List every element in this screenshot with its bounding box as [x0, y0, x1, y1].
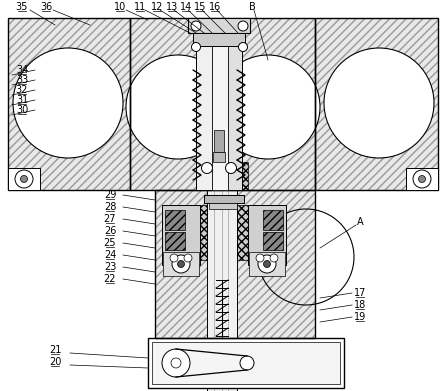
Circle shape [15, 170, 33, 188]
Text: 29: 29 [104, 190, 116, 200]
Circle shape [191, 21, 201, 31]
Bar [165, 232, 185, 250]
Circle shape [258, 255, 276, 273]
Text: 28: 28 [104, 202, 116, 212]
Bar [263, 232, 283, 250]
Bar [249, 252, 285, 276]
Circle shape [256, 254, 264, 262]
Circle shape [418, 176, 425, 183]
Text: 25: 25 [104, 238, 116, 248]
Bar [228, 33, 242, 190]
Bar [315, 18, 438, 190]
Text: 31: 31 [16, 95, 28, 105]
Bar [130, 18, 315, 190]
Circle shape [171, 358, 181, 368]
Text: 18: 18 [354, 300, 366, 310]
Circle shape [238, 21, 248, 31]
Circle shape [240, 356, 254, 370]
Text: 10: 10 [114, 2, 126, 12]
Bar [406, 168, 438, 190]
Circle shape [178, 260, 185, 267]
Text: 15: 15 [194, 2, 206, 12]
Text: 11: 11 [134, 2, 146, 12]
Bar [152, 342, 340, 384]
Text: 30: 30 [16, 105, 28, 115]
Circle shape [270, 254, 278, 262]
Bar [204, 195, 244, 203]
Text: 14: 14 [180, 2, 192, 12]
Text: B: B [248, 2, 256, 12]
Bar [155, 190, 315, 338]
Text: 16: 16 [209, 2, 221, 12]
Circle shape [239, 43, 248, 52]
Bar [8, 168, 40, 190]
Bar [8, 18, 130, 190]
Bar [315, 18, 438, 190]
Circle shape [13, 48, 123, 158]
Bar [196, 162, 248, 190]
Circle shape [216, 55, 320, 159]
Bar [148, 338, 344, 388]
Circle shape [172, 255, 190, 273]
Circle shape [202, 163, 212, 174]
Text: 12: 12 [151, 2, 163, 12]
Bar [165, 210, 185, 230]
Text: 33: 33 [16, 75, 28, 85]
Text: 23: 23 [104, 262, 116, 272]
Text: 17: 17 [354, 288, 366, 298]
Bar [214, 130, 224, 152]
Circle shape [413, 170, 431, 188]
Bar [196, 33, 212, 190]
Bar [188, 18, 250, 33]
Bar [193, 33, 245, 46]
Text: 22: 22 [104, 274, 116, 284]
Bar [155, 190, 315, 338]
Bar [213, 152, 225, 162]
Circle shape [170, 254, 178, 262]
Circle shape [226, 163, 236, 174]
Bar [263, 210, 283, 230]
Bar [162, 205, 200, 265]
Text: 24: 24 [104, 250, 116, 260]
Text: 26: 26 [104, 226, 116, 236]
Circle shape [162, 349, 190, 377]
Circle shape [184, 254, 192, 262]
Circle shape [264, 260, 271, 267]
Bar [248, 205, 286, 265]
Text: 36: 36 [40, 2, 52, 12]
Bar [212, 33, 228, 190]
Text: 32: 32 [16, 85, 28, 95]
Circle shape [126, 55, 230, 159]
Circle shape [324, 48, 434, 158]
Bar [207, 190, 237, 391]
Text: 27: 27 [104, 214, 116, 224]
Bar [163, 252, 199, 276]
Bar [130, 18, 315, 190]
Text: A: A [357, 217, 363, 227]
Circle shape [21, 176, 28, 183]
Circle shape [191, 43, 201, 52]
Bar [209, 203, 237, 209]
Text: 21: 21 [49, 345, 61, 355]
Text: 35: 35 [16, 2, 28, 12]
Bar [193, 205, 253, 260]
Text: 20: 20 [49, 357, 61, 367]
Text: 34: 34 [16, 65, 28, 75]
Text: 13: 13 [166, 2, 178, 12]
Text: 19: 19 [354, 312, 366, 322]
Bar [8, 18, 130, 190]
